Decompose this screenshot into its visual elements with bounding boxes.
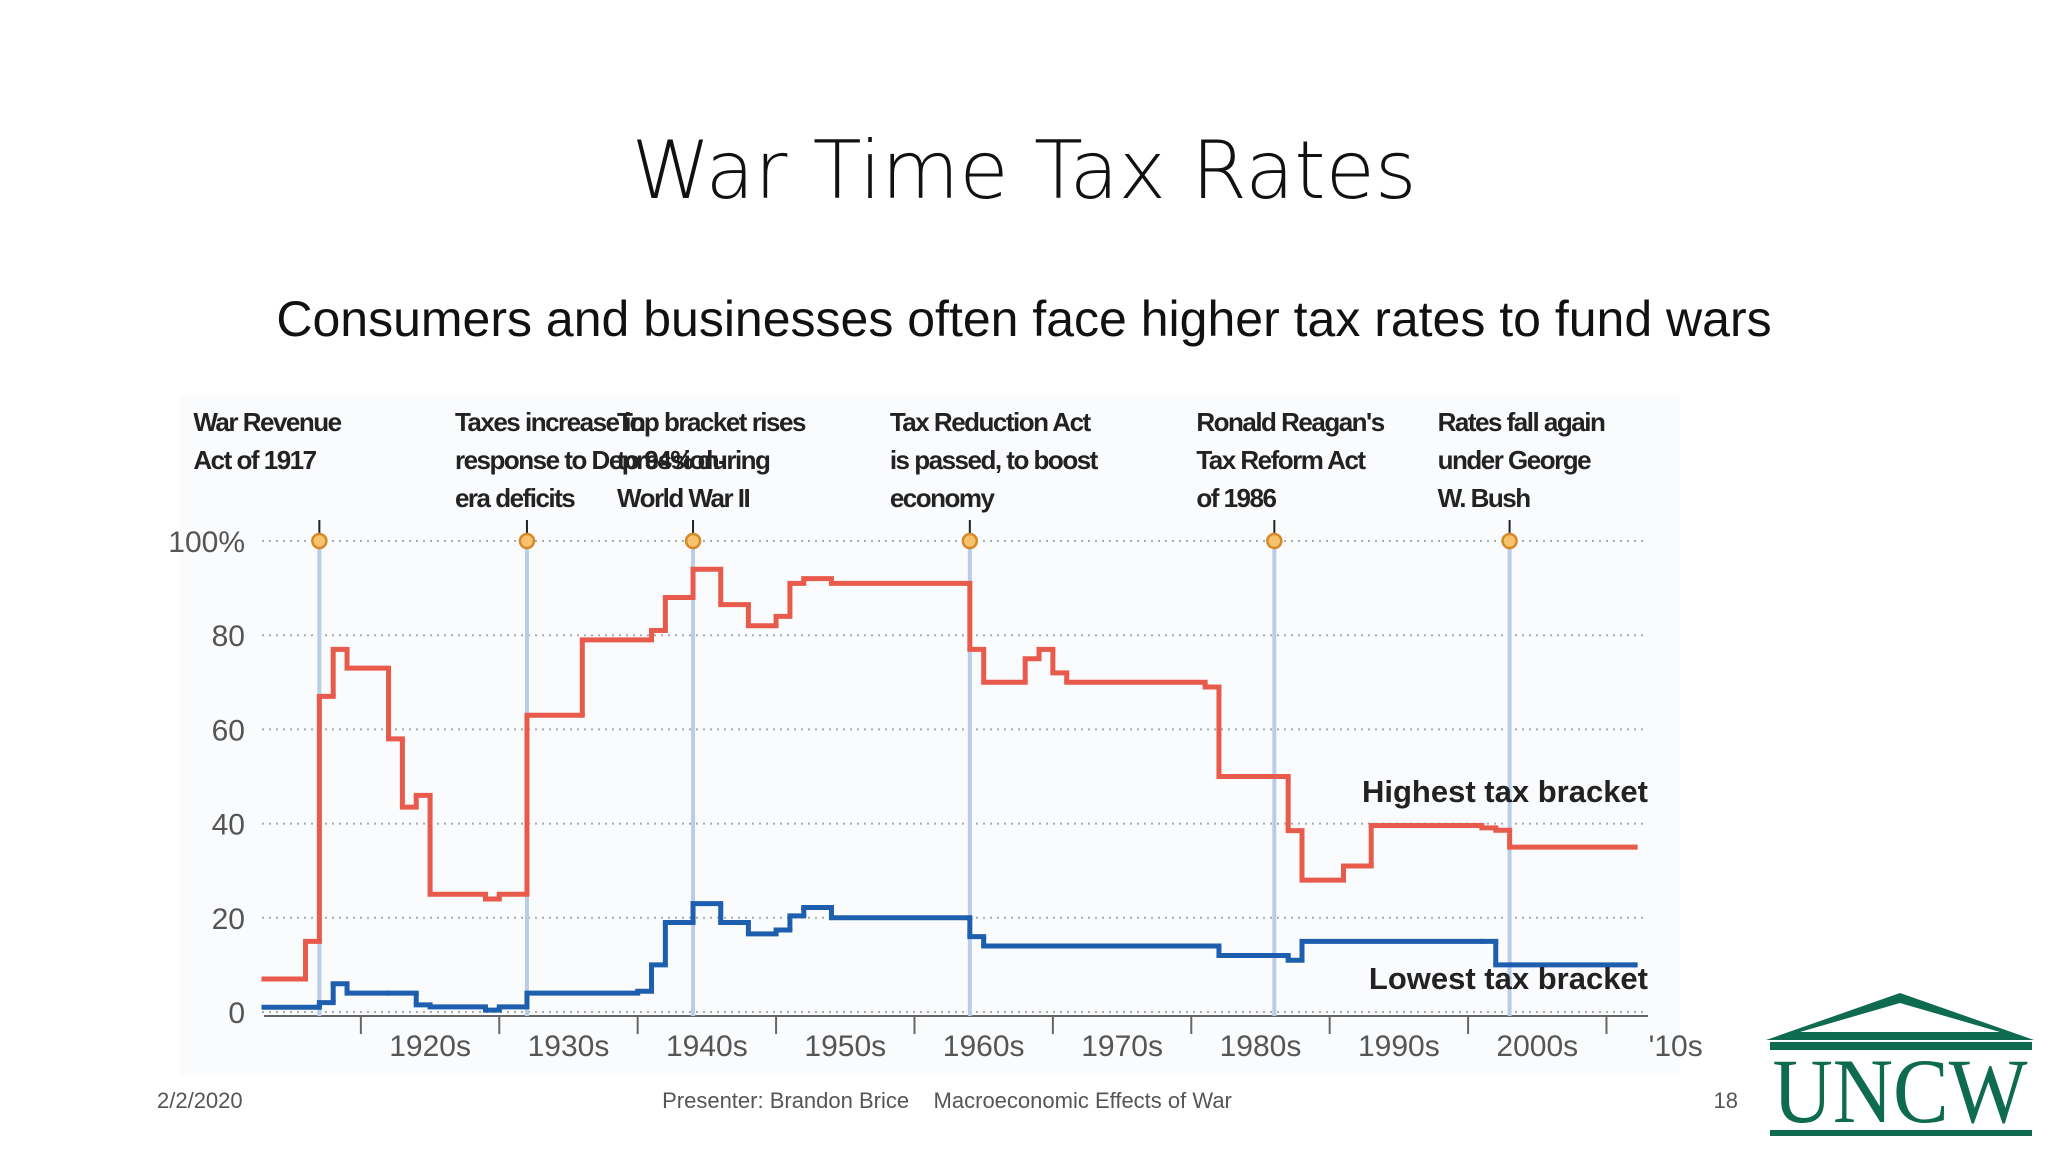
- footer-text: Presenter: Brandon Brice Macroeconomic E…: [662, 1088, 1232, 1113]
- annotation-marker: [684, 532, 702, 550]
- annotation-text: under George: [1438, 445, 1592, 475]
- annotation-text: is passed, to boost: [890, 445, 1099, 475]
- y-tick-label: 20: [212, 903, 245, 936]
- series-label: Lowest tax bracket: [1369, 961, 1648, 996]
- annotation-text: War Revenue: [193, 407, 341, 437]
- annotation-text: World War II: [617, 483, 750, 513]
- y-tick-label: 80: [212, 620, 245, 653]
- y-tick-label: 60: [212, 714, 245, 747]
- footer-page: 18: [1714, 1088, 1738, 1113]
- y-tick-label: 0: [228, 997, 245, 1030]
- annotation-marker: [311, 532, 328, 550]
- annotation-marker: [961, 532, 979, 550]
- x-tick-label: 1960s: [943, 1030, 1025, 1063]
- annotation-text: response to Depression-: [455, 445, 726, 475]
- logo-roof-inner: [1800, 1003, 2000, 1032]
- annotation-text: Top bracket rises: [617, 407, 806, 437]
- annotation-text: Ronald Reagan's: [1196, 407, 1384, 437]
- annotation-text: Act of 1917: [193, 445, 316, 475]
- annotation-text: era deficits: [455, 483, 575, 513]
- x-tick-label: 1940s: [666, 1030, 748, 1063]
- annotation-text: Tax Reform Act: [1196, 445, 1366, 475]
- y-tick-label: 40: [212, 809, 245, 842]
- x-tick-label: 1920s: [389, 1030, 471, 1063]
- logo: UNCW: [1766, 993, 2034, 1142]
- x-tick-label: 1970s: [1081, 1030, 1163, 1063]
- annotation-text: to 94% during: [617, 445, 770, 475]
- x-tick-label: 1990s: [1358, 1030, 1440, 1063]
- slide-subtitle: Consumers and businesses often face high…: [276, 291, 1771, 347]
- annotation-text: of 1986: [1196, 483, 1276, 513]
- logo-bar: [1770, 1042, 2032, 1050]
- annotation-text: economy: [890, 483, 996, 513]
- annotation-marker: [1266, 532, 1283, 550]
- slide-title: War Time Tax Rates: [631, 124, 1416, 217]
- series: [261, 566, 1638, 982]
- annotation-text: Rates fall again: [1438, 407, 1605, 437]
- x-tick-label: 1950s: [804, 1030, 886, 1063]
- x-tick-label: '10s: [1649, 1030, 1703, 1063]
- annotation-text: Tax Reduction Act: [890, 407, 1092, 437]
- footer-date: 2/2/2020: [157, 1088, 243, 1113]
- logo-text: UNCW: [1773, 1040, 2028, 1142]
- annotation-marker: [518, 532, 536, 550]
- chart-background: [180, 395, 1680, 1075]
- x-tick-label: 2000s: [1496, 1030, 1578, 1063]
- annotation-marker: [1501, 532, 1518, 550]
- x-tick-label: 1930s: [528, 1030, 610, 1063]
- logo-base: [1770, 1130, 2032, 1136]
- series-label: Highest tax bracket: [1362, 774, 1648, 809]
- annotation-text: Taxes increase in: [455, 407, 645, 437]
- series: [261, 901, 1638, 1013]
- annotation-text: W. Bush: [1438, 483, 1531, 513]
- y-tick-label: 100%: [168, 526, 245, 559]
- x-tick-label: 1980s: [1220, 1030, 1302, 1063]
